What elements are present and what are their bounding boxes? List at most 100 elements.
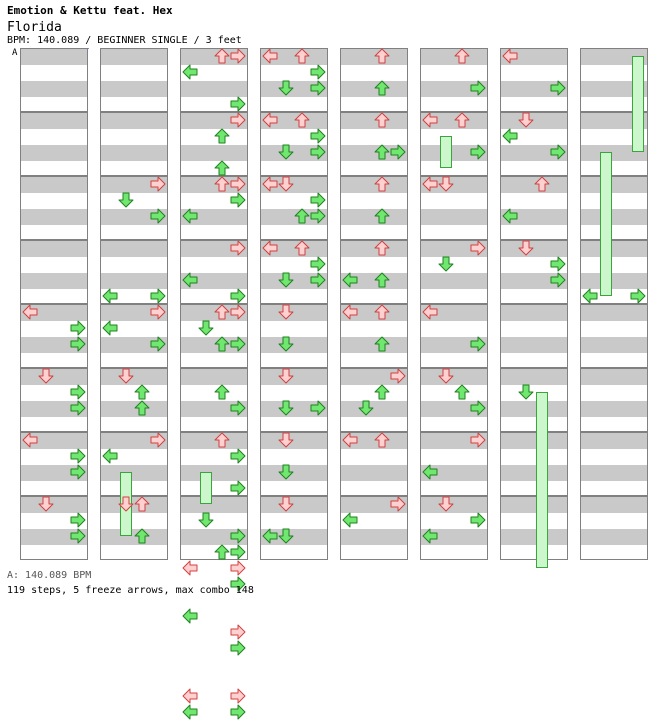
right-arrow-icon (70, 448, 86, 464)
measure (340, 48, 408, 112)
chart-column-1 (20, 48, 88, 560)
right-arrow-icon (390, 368, 406, 384)
down-arrow-icon (278, 144, 294, 160)
chart-column-5 (340, 48, 408, 560)
up-arrow-icon (214, 544, 230, 560)
beat-stripe (341, 81, 407, 97)
right-arrow-icon (390, 144, 406, 160)
up-arrow-icon (454, 48, 470, 64)
beat-stripe (501, 465, 567, 481)
up-arrow-icon (134, 496, 150, 512)
up-arrow-icon (134, 384, 150, 400)
left-arrow-icon (502, 208, 518, 224)
up-arrow-icon (374, 144, 390, 160)
right-arrow-icon (390, 496, 406, 512)
beat-stripe (101, 401, 167, 417)
left-arrow-icon (22, 432, 38, 448)
left-arrow-icon (422, 304, 438, 320)
measure (20, 496, 88, 560)
right-arrow-icon (310, 144, 326, 160)
down-arrow-icon (518, 384, 534, 400)
beat-stripe (581, 433, 647, 449)
up-arrow-icon (534, 176, 550, 192)
beat-stripe (581, 369, 647, 385)
beat-stripe (421, 49, 487, 65)
beat-stripe (101, 369, 167, 385)
chart-column-2 (100, 48, 168, 560)
down-arrow-icon (198, 320, 214, 336)
down-arrow-icon (38, 496, 54, 512)
song-title: Florida (7, 20, 62, 35)
left-arrow-icon (182, 560, 198, 576)
up-arrow-icon (294, 112, 310, 128)
beat-stripe (21, 113, 87, 129)
beat-stripe (261, 465, 327, 481)
right-arrow-icon (70, 464, 86, 480)
left-arrow-icon (262, 528, 278, 544)
measure (580, 368, 648, 432)
measure (500, 304, 568, 368)
beat-stripe (581, 209, 647, 225)
right-arrow-icon (70, 512, 86, 528)
left-arrow-icon (262, 48, 278, 64)
left-arrow-icon (502, 48, 518, 64)
freeze-arrow (600, 152, 612, 296)
right-arrow-icon (230, 624, 246, 640)
beat-stripe (21, 81, 87, 97)
beat-stripe (341, 113, 407, 129)
measure (420, 368, 488, 432)
right-arrow-icon (230, 544, 246, 560)
right-arrow-icon (550, 256, 566, 272)
down-arrow-icon (278, 176, 294, 192)
right-arrow-icon (230, 480, 246, 496)
measure (100, 368, 168, 432)
up-arrow-icon (294, 48, 310, 64)
right-arrow-icon (70, 384, 86, 400)
right-arrow-icon (230, 240, 246, 256)
measure (20, 112, 88, 176)
beat-stripe (501, 497, 567, 513)
left-arrow-icon (102, 320, 118, 336)
measure (500, 176, 568, 240)
measure (180, 496, 248, 560)
beat-stripe (21, 49, 87, 65)
down-arrow-icon (438, 176, 454, 192)
beat-stripe (421, 273, 487, 289)
beat-stripe (501, 113, 567, 129)
measure (260, 432, 328, 496)
right-arrow-icon (230, 48, 246, 64)
up-arrow-icon (374, 304, 390, 320)
beat-stripe (21, 273, 87, 289)
beat-stripe (581, 273, 647, 289)
beat-stripe (581, 49, 647, 65)
right-arrow-icon (230, 400, 246, 416)
left-arrow-icon (422, 176, 438, 192)
up-arrow-icon (374, 80, 390, 96)
beat-stripe (101, 529, 167, 545)
up-arrow-icon (214, 336, 230, 352)
beat-stripe (581, 529, 647, 545)
down-arrow-icon (278, 304, 294, 320)
right-arrow-icon (230, 336, 246, 352)
freeze-arrow (536, 392, 548, 568)
up-arrow-icon (374, 48, 390, 64)
beat-stripe (261, 433, 327, 449)
measure (580, 432, 648, 496)
beat-stripe (261, 305, 327, 321)
beat-stripe (261, 337, 327, 353)
down-arrow-icon (278, 368, 294, 384)
right-arrow-icon (310, 208, 326, 224)
right-arrow-icon (70, 336, 86, 352)
down-arrow-icon (118, 368, 134, 384)
beat-stripe (501, 401, 567, 417)
beat-stripe (101, 81, 167, 97)
left-arrow-icon (582, 288, 598, 304)
beat-stripe (421, 497, 487, 513)
beat-stripe (501, 305, 567, 321)
chart-column-7 (500, 48, 568, 568)
right-arrow-icon (150, 288, 166, 304)
chart-info: BPM: 140.089 / BEGINNER SINGLE / 3 feet (7, 35, 242, 46)
up-arrow-icon (374, 432, 390, 448)
beat-stripe (341, 401, 407, 417)
measure (260, 304, 328, 368)
